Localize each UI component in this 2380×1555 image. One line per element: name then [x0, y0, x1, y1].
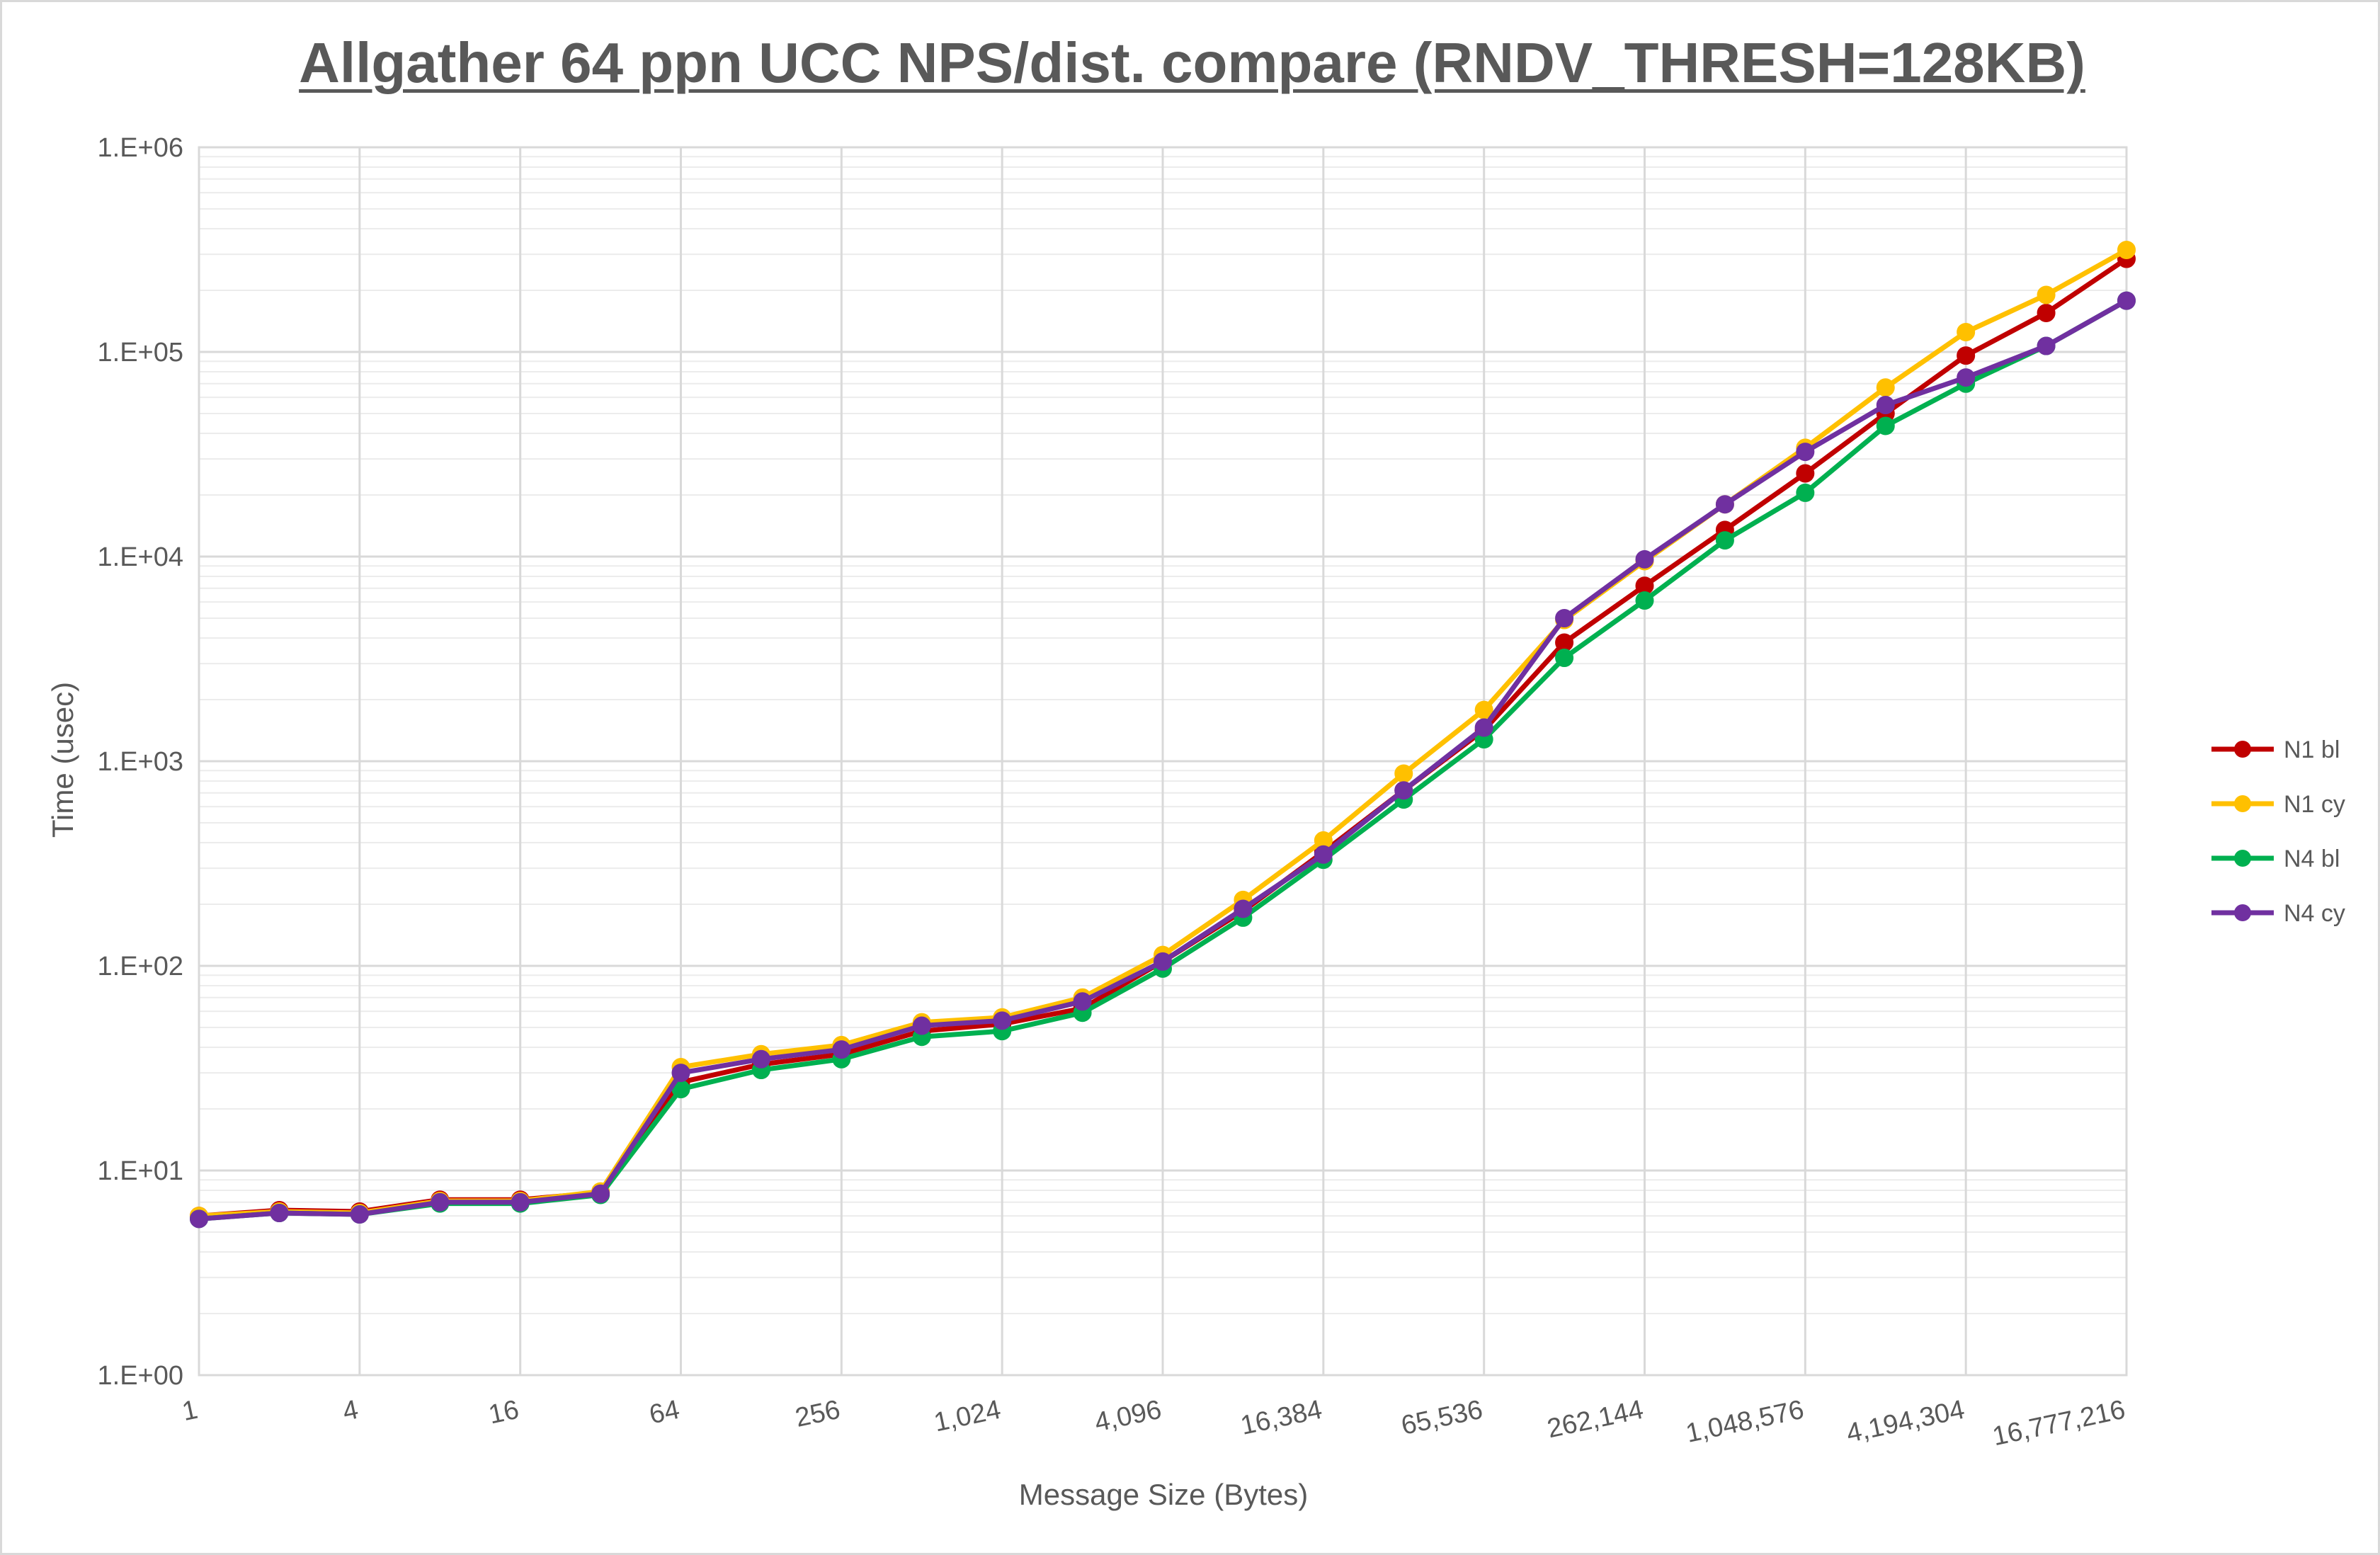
legend-marker	[2234, 850, 2251, 867]
x-tick-label: 1	[179, 1395, 200, 1427]
legend-label: N1 bl	[2284, 736, 2340, 763]
y-tick-label: 1.E+01	[98, 1156, 184, 1186]
grid-layer	[198, 146, 2128, 1377]
data-point	[2117, 291, 2136, 310]
data-point	[1796, 483, 1815, 502]
data-point	[1957, 368, 1976, 387]
legend: N1 bl N1 cy N4 bl N4 cy	[2211, 736, 2345, 927]
legend-item: N1 bl	[2211, 736, 2340, 763]
data-point	[2117, 240, 2136, 259]
data-point	[1154, 952, 1172, 971]
y-tick-label: 1.E+03	[98, 747, 184, 777]
data-point	[1635, 591, 1654, 610]
data-point	[993, 1011, 1012, 1030]
x-tick-label: 16	[486, 1395, 521, 1430]
x-tick-label: 16,384	[1238, 1395, 1324, 1441]
x-tick-label: 1,024	[931, 1395, 1003, 1438]
data-point	[1957, 322, 1976, 341]
data-point	[912, 1016, 931, 1035]
x-tick-label: 64	[647, 1395, 682, 1430]
data-point	[1394, 781, 1413, 800]
data-point	[1876, 378, 1895, 397]
x-tick-label: 16,777,216	[1990, 1395, 2128, 1452]
data-point	[2037, 285, 2056, 304]
legend-marker	[2234, 904, 2251, 921]
x-tick-label: 4,194,304	[1844, 1395, 1967, 1449]
x-tick-label: 65,536	[1399, 1395, 1485, 1441]
y-tick-label: 1.E+00	[98, 1361, 184, 1391]
x-tick-label: 262,144	[1544, 1395, 1646, 1445]
data-point	[1635, 549, 1654, 569]
data-point	[1715, 495, 1734, 514]
data-point	[832, 1040, 851, 1059]
data-point	[1073, 992, 1092, 1011]
data-point	[270, 1203, 289, 1222]
data-point	[1715, 531, 1734, 550]
data-point	[751, 1049, 770, 1069]
data-point	[1876, 396, 1895, 415]
data-point	[1555, 608, 1574, 627]
y-tick-label: 1.E+06	[98, 133, 184, 163]
data-point	[1394, 764, 1413, 783]
legend-label: N4 cy	[2284, 900, 2345, 927]
y-tick-label: 1.E+04	[98, 542, 184, 572]
data-point	[1876, 416, 1895, 435]
data-point	[1957, 346, 1976, 365]
data-point	[1796, 443, 1815, 462]
x-tick-label: 256	[792, 1395, 843, 1433]
data-point	[2037, 303, 2056, 322]
data-point	[1796, 464, 1815, 483]
data-point	[1555, 633, 1574, 652]
legend-item: N4 bl	[2211, 845, 2340, 872]
data-point	[1314, 845, 1333, 864]
series-layer	[190, 240, 2136, 1229]
plot-area-border	[198, 146, 2128, 1377]
legend-item: N4 cy	[2211, 900, 2345, 927]
data-point	[671, 1064, 690, 1083]
x-axis-title: Message Size (Bytes)	[1019, 1478, 1308, 1511]
y-tick-label: 1.E+05	[98, 338, 184, 368]
legend-item: N1 cy	[2211, 791, 2345, 818]
chart-title: Allgather 64 ppn UCC NPS/dist. compare (…	[299, 31, 2085, 94]
x-tick-label: 4,096	[1092, 1395, 1164, 1438]
data-point	[431, 1192, 450, 1212]
legend-label: N1 cy	[2284, 791, 2345, 818]
y-axis-title: Time (usec)	[46, 682, 79, 838]
data-point	[1555, 649, 1574, 668]
x-tick-label: 4	[340, 1395, 360, 1427]
legend-label: N4 bl	[2284, 845, 2340, 872]
series-n4-cy	[190, 291, 2136, 1229]
data-point	[190, 1209, 208, 1229]
y-tick-label: 1.E+02	[98, 952, 184, 981]
data-point	[350, 1205, 369, 1224]
data-point	[2037, 336, 2056, 355]
legend-marker	[2234, 795, 2251, 812]
data-point	[1474, 718, 1493, 737]
legend-marker	[2234, 741, 2251, 758]
data-point	[511, 1192, 530, 1212]
data-point	[1234, 899, 1253, 918]
x-tick-label: 1,048,576	[1683, 1395, 1806, 1449]
data-point	[591, 1184, 610, 1203]
